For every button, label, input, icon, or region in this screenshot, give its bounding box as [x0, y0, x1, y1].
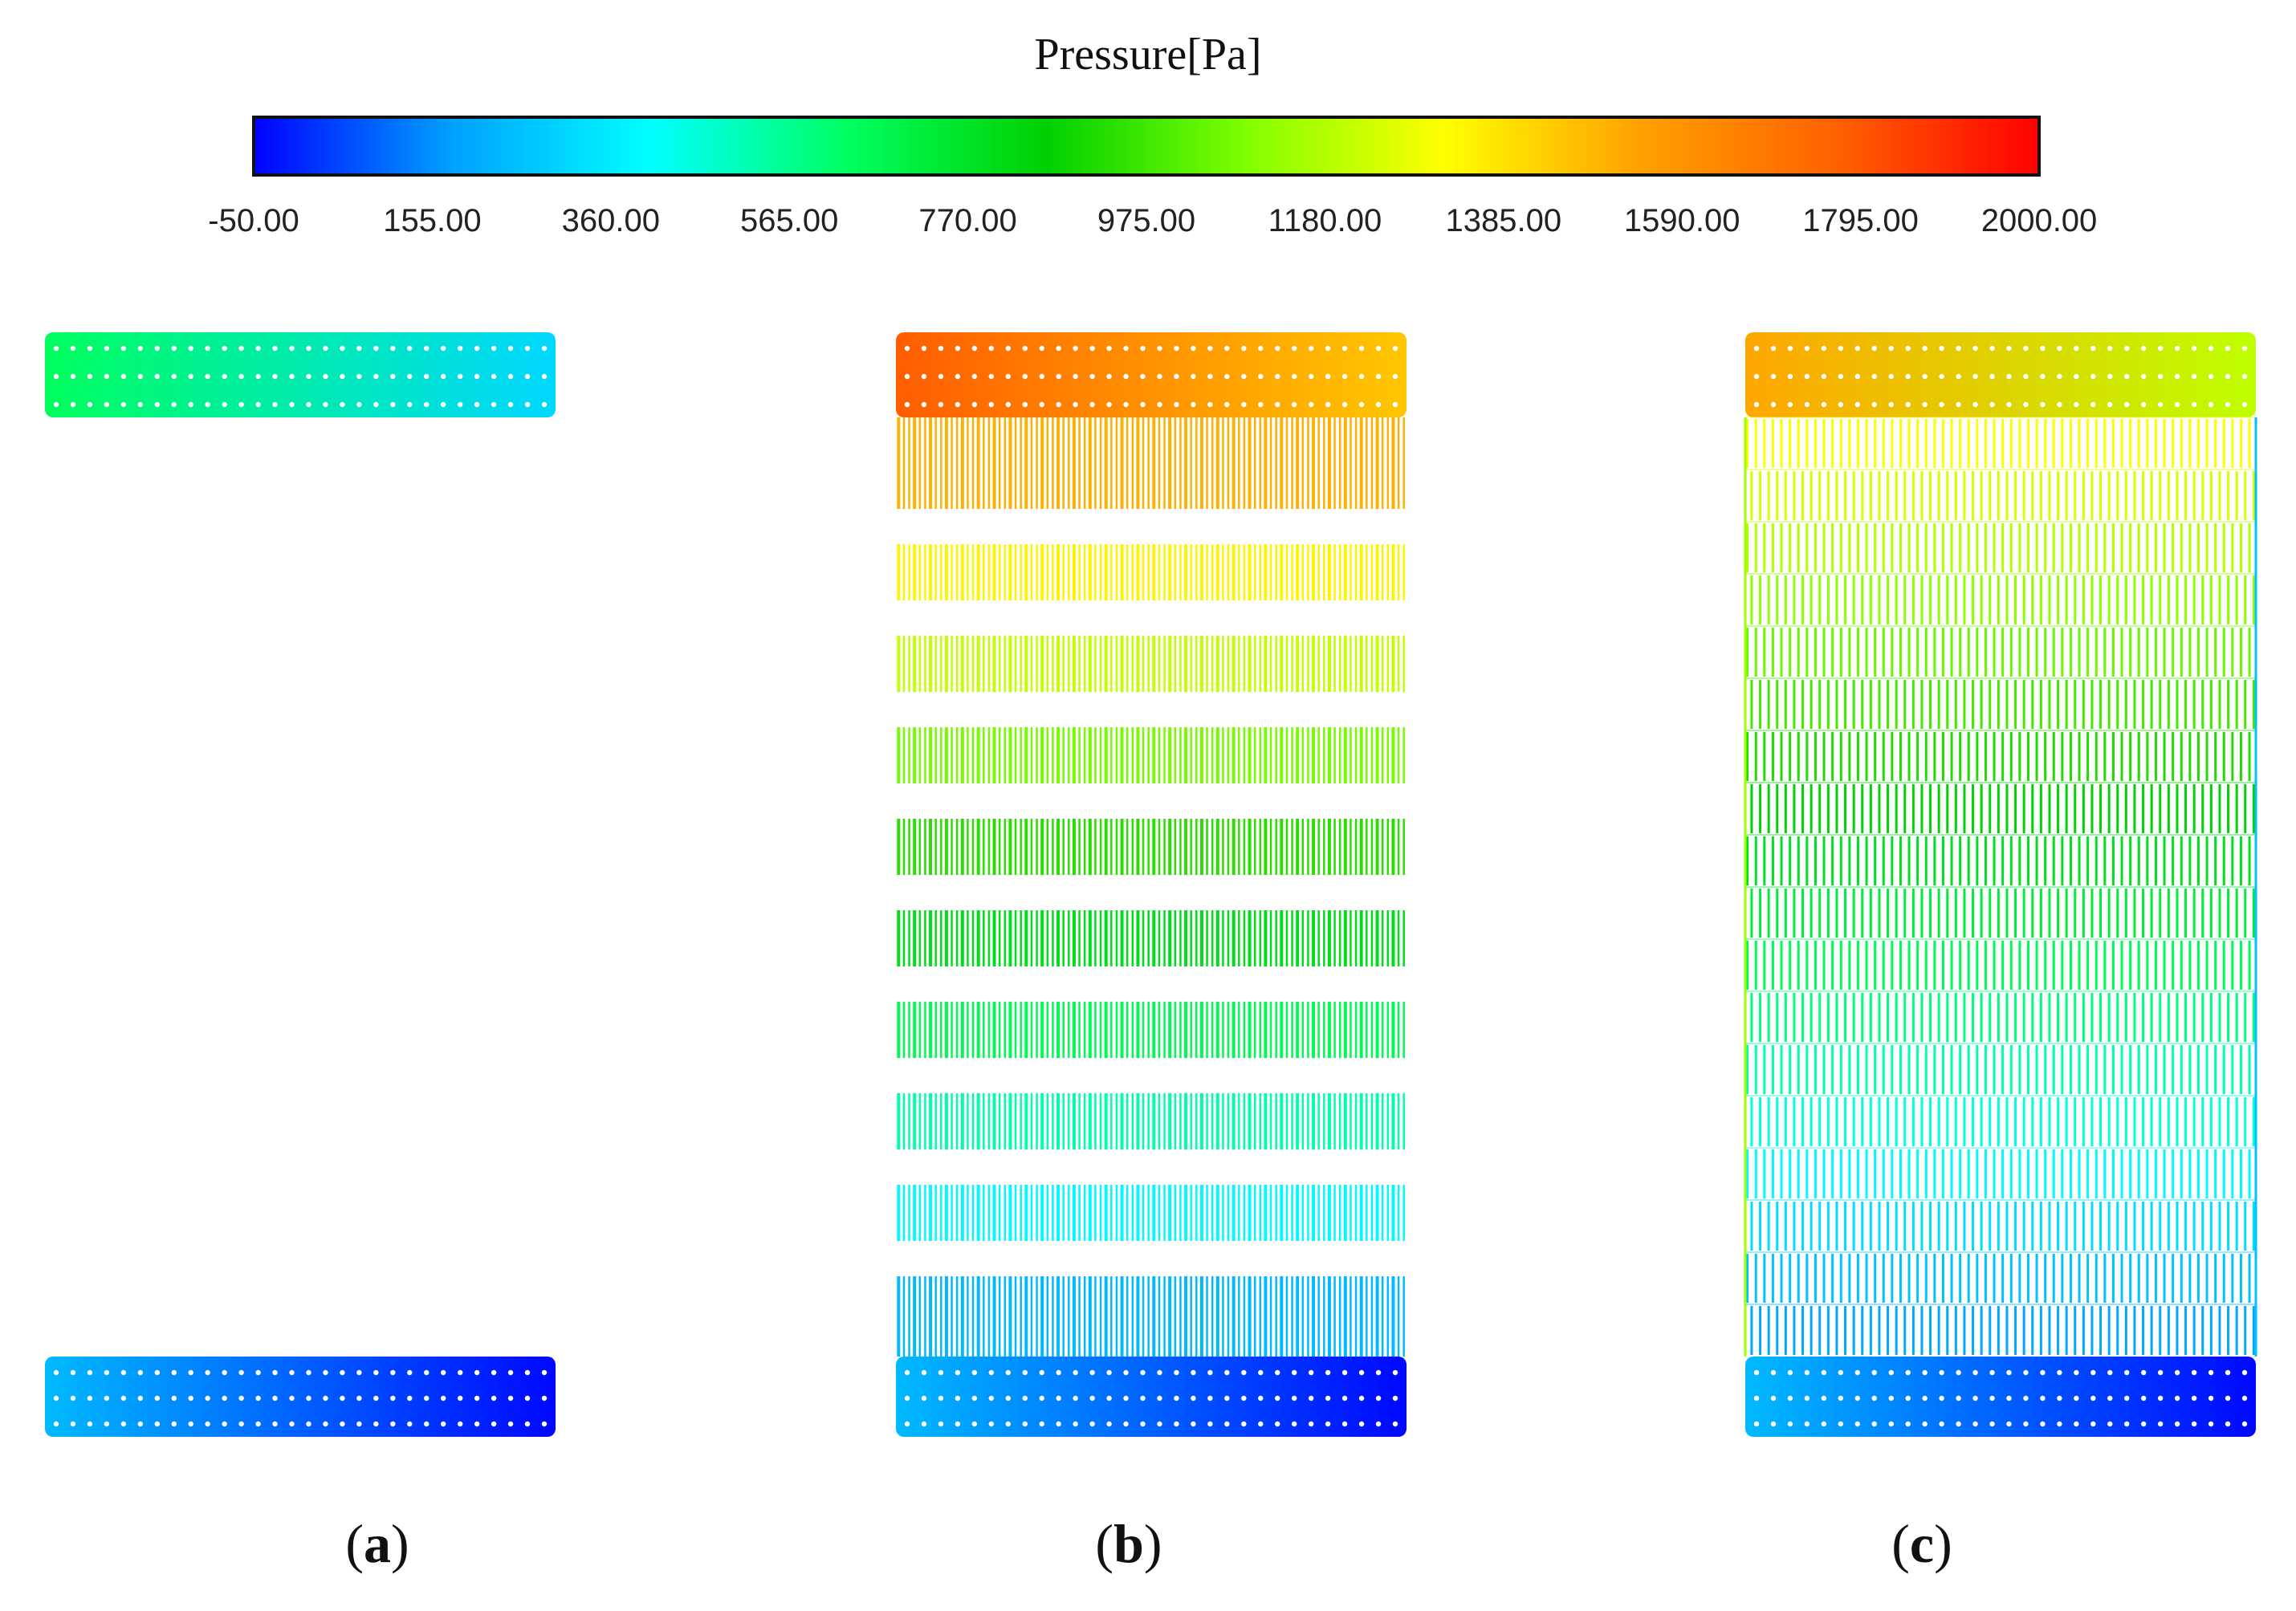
flow-channels [47, 417, 553, 1357]
manifold-ribs [904, 345, 1398, 1427]
panel-a [45, 332, 556, 1437]
inlet-manifold [45, 332, 556, 417]
panel-captions: (a) (b) (c) [345, 1513, 1952, 1574]
colorbar-tick-labels: -50.00 155.00 360.00 565.00 770.00 975.00 1180… [208, 203, 2097, 238]
panel-b [896, 332, 1407, 1437]
tick-label: 565.00 [740, 203, 838, 238]
colorbar [252, 116, 2041, 177]
flow-channels [1744, 417, 2257, 1357]
inlet-manifold [896, 332, 1407, 417]
tick-label: 975.00 [1097, 203, 1195, 238]
inlet-manifold [1745, 332, 2256, 417]
tick-label: 1795.00 [1802, 203, 1919, 238]
tick-label: 360.00 [562, 203, 660, 238]
tick-label: 1385.00 [1446, 203, 1562, 238]
tick-label: 2000.00 [1981, 203, 2098, 238]
manifold-ribs [53, 345, 548, 1427]
tick-label: -50.00 [208, 203, 299, 238]
panel-c [1744, 332, 2257, 1437]
outlet-manifold [45, 1357, 556, 1437]
tick-label: 1590.00 [1624, 203, 1740, 238]
manifold-ribs [1753, 345, 2248, 1427]
tick-label: 155.00 [383, 203, 481, 238]
tick-label: 1180.00 [1268, 203, 1382, 238]
caption-a: (a) [345, 1513, 409, 1574]
pressure-legend: Pressure[Pa] -50.00 155.00 360.00 565.00 770… [208, 30, 2097, 238]
flow-channels [897, 417, 1405, 1357]
tick-label: 770.00 [918, 203, 1016, 238]
legend-title: Pressure[Pa] [1034, 30, 1261, 79]
outlet-manifold [1745, 1357, 2256, 1437]
outlet-manifold [896, 1357, 1407, 1437]
caption-b: (b) [1095, 1513, 1162, 1574]
caption-c: (c) [1891, 1513, 1952, 1574]
contour-panels [45, 332, 2257, 1437]
